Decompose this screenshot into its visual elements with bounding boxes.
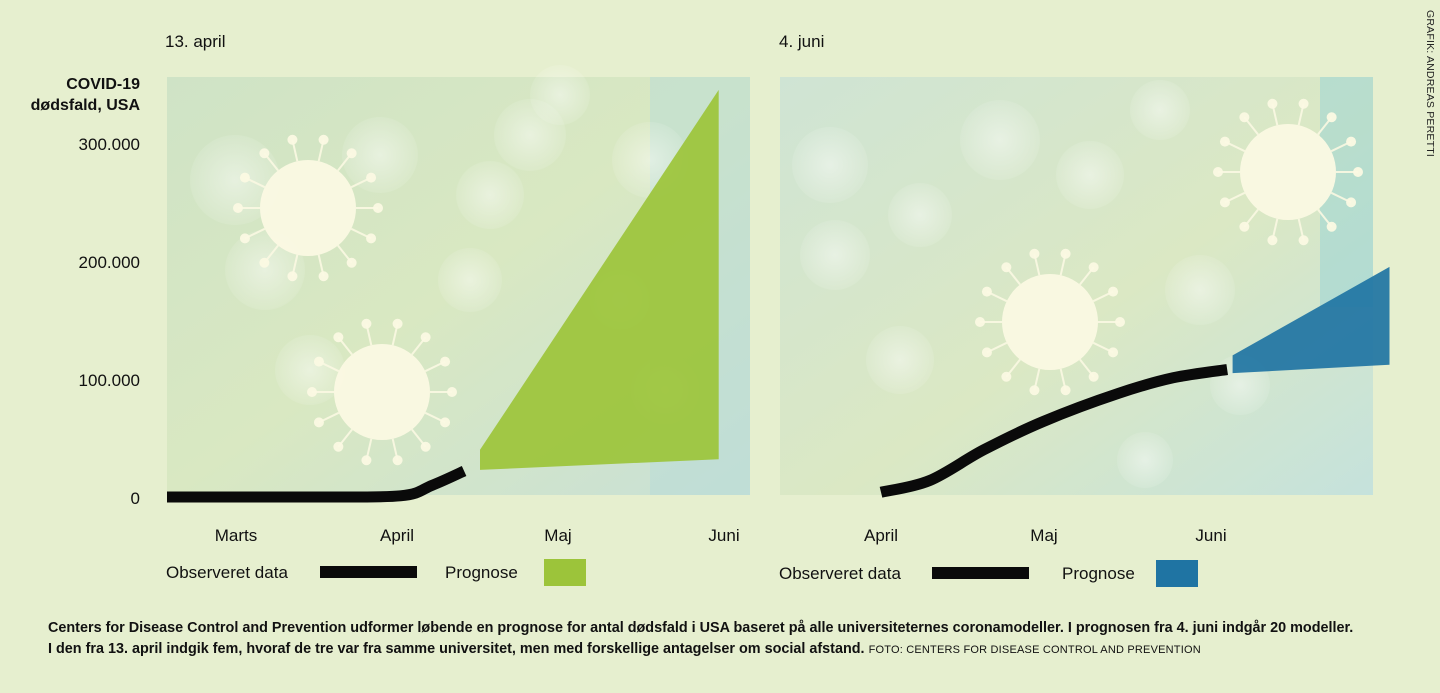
virus-spike-tip: [366, 172, 377, 183]
virus-spike-tip: [259, 257, 270, 268]
virus-spike-tip: [1115, 317, 1125, 327]
forecast-band: [480, 89, 719, 470]
virus-spike-tip: [239, 233, 250, 244]
virus-icon: [233, 134, 383, 282]
legend-forecast-swatch-left: [544, 559, 586, 586]
observed-line: [879, 364, 1228, 498]
virus-spike-tip: [313, 417, 324, 428]
virus-spike-tip: [361, 318, 372, 329]
virus-spike-tip: [287, 271, 298, 282]
virus-spike-tip: [1029, 248, 1040, 259]
virus-spike-tip: [1219, 197, 1230, 208]
virus-spike-tip: [259, 148, 270, 159]
x-tick-right-april: April: [863, 526, 898, 545]
virus-spike-tip: [307, 387, 317, 397]
virus-spike-tip: [440, 417, 451, 428]
virus-spike-tip: [447, 387, 457, 397]
virus-spike-tip: [346, 257, 357, 268]
virus-spike-tip: [346, 148, 357, 159]
virus-spike-tip: [420, 441, 431, 452]
x-tick-right-maj: Maj: [1030, 526, 1058, 545]
legend-forecast-label-left: Prognose: [445, 563, 518, 582]
virus-spike-tip: [1088, 371, 1099, 382]
footer-line2: I den fra 13. april indgik fem, hvoraf d…: [48, 641, 865, 657]
forecast-band: [1232, 266, 1390, 374]
observed-line: [167, 465, 467, 503]
virus-spike-tip: [392, 455, 403, 466]
virus-spike-tip: [1088, 262, 1099, 273]
legend-forecast-swatch-right: [1156, 560, 1198, 587]
x-tick-left-maj: Maj: [544, 526, 572, 545]
footer-caption: Centers for Disease Control and Preventi…: [48, 618, 1418, 661]
y-tick-200000: 200.000: [78, 253, 140, 272]
virus-spike-tip: [1353, 167, 1363, 177]
virus-spike-tip: [1346, 197, 1357, 208]
y-axis-title-line2: dødsfald, USA: [30, 97, 140, 114]
virus-spike-tip: [1267, 98, 1278, 109]
legend-observed-label-left: Observeret data: [166, 563, 288, 582]
virus-spike-tip: [1108, 347, 1119, 358]
virus-spike-tip: [1346, 136, 1357, 147]
virus-spike-tip: [1029, 385, 1040, 396]
virus-spike-tip: [420, 332, 431, 343]
virus-spike-tip: [1267, 235, 1278, 246]
virus-spike-tip: [333, 332, 344, 343]
virus-spike-tip: [440, 356, 451, 367]
chart-right-marks: [879, 266, 1390, 498]
chart-left-marks: [167, 89, 719, 503]
virus-spike-tip: [233, 203, 243, 213]
virus-spike-tip: [1239, 221, 1250, 232]
virus-spike-tip: [1326, 112, 1337, 123]
y-tick-300000: 300.000: [78, 135, 140, 154]
legend-forecast-label-right: Prognose: [1062, 564, 1135, 583]
virus-spike-tip: [981, 286, 992, 297]
virus-spike-tip: [1298, 98, 1309, 109]
virus-spike-tip: [318, 134, 329, 145]
x-tick-left-juni: Juni: [708, 526, 740, 545]
virus-spike-tip: [1298, 235, 1309, 246]
virus-spike-tip: [313, 356, 324, 367]
virus-spike-tip: [1213, 167, 1223, 177]
virus-icon: [307, 318, 457, 466]
virus-spike-tip: [981, 347, 992, 358]
legend-observed-swatch-left: [320, 566, 417, 578]
legend-observed-label-right: Observeret data: [779, 564, 901, 583]
virus-spike-tip: [1108, 286, 1119, 297]
x-tick-left-april: April: [379, 526, 414, 545]
virus-spike-tip: [287, 134, 298, 145]
virus-spike-tip: [239, 172, 250, 183]
x-tick-right-juni: Juni: [1195, 526, 1227, 545]
side-credit: GRAFIK: ANDREAS PERETTI: [1424, 10, 1436, 157]
virus-spike-tip: [1219, 136, 1230, 147]
virus-spike-tip: [1326, 221, 1337, 232]
virus-spike-tip: [373, 203, 383, 213]
virus-spike-tip: [318, 271, 329, 282]
virus-spike-tip: [1060, 385, 1071, 396]
virus-spike-tip: [361, 455, 372, 466]
virus-spike-tip: [1001, 262, 1012, 273]
y-tick-100000: 100.000: [78, 371, 140, 390]
virus-spike-tip: [1060, 248, 1071, 259]
virus-spike-tip: [1239, 112, 1250, 123]
y-axis-title: COVID-19 dødsfald, USA: [0, 74, 140, 116]
x-tick-left-marts: Marts: [214, 526, 258, 545]
footer-line1: Centers for Disease Control and Preventi…: [48, 620, 1354, 636]
y-tick-0: 0: [130, 489, 140, 508]
y-axis-title-line1: COVID-19: [66, 76, 140, 93]
virus-spike-tip: [333, 441, 344, 452]
virus-spike-tip: [392, 318, 403, 329]
legend-observed-swatch-right: [932, 567, 1029, 579]
virus-icon: [1213, 98, 1363, 246]
photo-credit: FOTO: CENTERS FOR DISEASE CONTROL AND PR…: [868, 644, 1201, 656]
virus-spike-tip: [975, 317, 985, 327]
virus-spike-tip: [1001, 371, 1012, 382]
panel-title-right: 4. juni: [779, 32, 825, 51]
virus-spike-tip: [366, 233, 377, 244]
virus-icon: [975, 248, 1125, 396]
panel-title-left: 13. april: [165, 32, 226, 51]
footer-line2-wrap: I den fra 13. april indgik fem, hvoraf d…: [48, 639, 1418, 661]
